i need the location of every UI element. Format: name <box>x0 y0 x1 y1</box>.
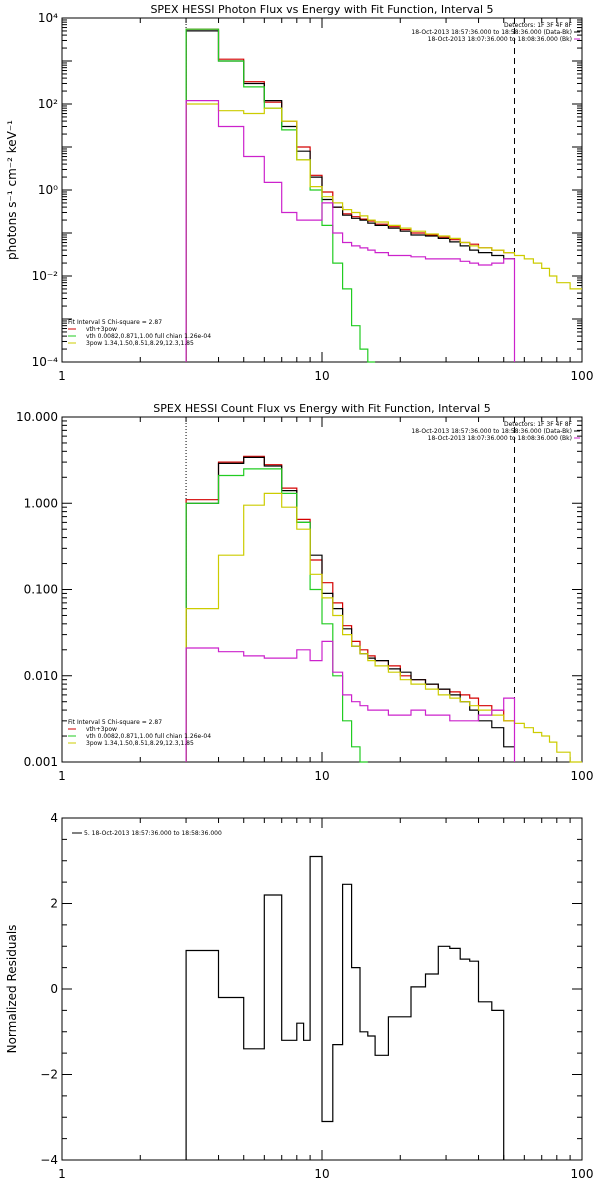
y-tick-label: 2 <box>50 897 58 911</box>
series-vth_3pow-line <box>185 455 515 762</box>
legend-entry: 18-Oct-2013 18:07:36.000 to 18:08:36.000… <box>428 36 572 43</box>
y-tick-label: 10⁻⁴ <box>32 355 59 369</box>
y-axis-label: Normalized Residuals <box>5 925 19 1054</box>
y-tick-label: −2 <box>40 1068 58 1082</box>
series-background-line <box>185 100 516 362</box>
y-tick-label: 0.010 <box>24 669 58 683</box>
series-vth-line <box>185 28 376 363</box>
legend-entry: 18-Oct-2013 18:07:36.000 to 18:08:36.000… <box>428 435 572 442</box>
series-total-line <box>185 30 515 362</box>
y-tick-label: −4 <box>40 1153 58 1167</box>
x-tick-label: 10 <box>314 369 329 383</box>
y-tick-label: 10⁰ <box>38 183 58 197</box>
x-tick-label: 100 <box>571 769 594 783</box>
count-flux-panel: SPEX HESSI Count Flux vs Energy with Fit… <box>16 402 593 783</box>
series-3pow-line <box>185 492 582 763</box>
fit-legend-entry: vth 0.0082,0.871,1.00 full chian 1.26e-0… <box>86 733 211 740</box>
series-3pow-line <box>185 103 582 362</box>
y-axis-label: photons s⁻¹ cm⁻² keV⁻¹ <box>5 120 19 260</box>
series-background-line <box>185 640 516 762</box>
fit-legend-title: Fit Interval 5 Chi-square = 2.87 <box>68 319 162 326</box>
series-total-line <box>185 456 515 762</box>
x-tick-label: 1 <box>58 769 66 783</box>
legend-entry: 5. 18-Oct-2013 18:57:36.000 to 18:58:36.… <box>84 830 222 837</box>
fit-legend-entry: 3pow 1.34,1.50,8.51,8.29,12.3,1.85 <box>86 740 194 747</box>
y-tick-label: 10⁻² <box>32 269 59 283</box>
legend-entry: 18-Oct-2013 18:57:36.000 to 18:58:36.000… <box>411 428 572 435</box>
fit-legend-entry: vth+3pow <box>86 326 117 333</box>
x-tick-label: 1 <box>58 369 66 383</box>
legend-title: Detectors: 1F 3F 4F 8F <box>504 22 573 29</box>
x-tick-label: 1 <box>58 1167 66 1181</box>
x-tick-label: 100 <box>571 369 594 383</box>
legend-entry: 18-Oct-2013 18:57:36.000 to 18:58:36.000… <box>411 29 572 36</box>
y-tick-label: 0.001 <box>24 755 58 769</box>
residuals-panel: Normalized Residuals 1 10 100 −4 −2 0 2 4 5. 18-O… <box>5 811 593 1181</box>
series-vth_3pow-line <box>185 28 515 362</box>
x-tick-label: 10 <box>314 769 329 783</box>
fit-legend-entry: 3pow 1.34,1.50,8.51,8.29,12.3,1.85 <box>86 340 194 347</box>
y-tick-label: 10⁴ <box>38 11 58 25</box>
photon-flux-panel: SPEX HESSI Photon Flux vs Energy with Fi… <box>5 3 593 383</box>
fit-legend-entry: vth+3pow <box>86 726 117 733</box>
x-tick-label: 100 <box>571 1167 594 1181</box>
y-tick-label: 0.100 <box>24 583 58 597</box>
chart-title: SPEX HESSI Photon Flux vs Energy with Fi… <box>150 3 493 16</box>
fit-legend-title: Fit Interval 5 Chi-square = 2.87 <box>68 719 162 726</box>
series-total-line <box>185 855 505 1160</box>
y-tick-label: 4 <box>50 811 58 825</box>
y-tick-label: 0 <box>50 982 58 996</box>
chart-title: SPEX HESSI Count Flux vs Energy with Fit… <box>153 402 490 415</box>
legend-title: Detectors: 1F 3F 4F 8F <box>504 421 573 428</box>
fit-legend-entry: vth 0.0082,0.871,1.00 full chian 1.26e-0… <box>86 333 211 340</box>
y-tick-label: 1.000 <box>24 496 58 510</box>
y-tick-label: 10² <box>38 97 58 111</box>
y-tick-label: 10.000 <box>16 410 58 424</box>
x-tick-label: 10 <box>314 1167 329 1181</box>
